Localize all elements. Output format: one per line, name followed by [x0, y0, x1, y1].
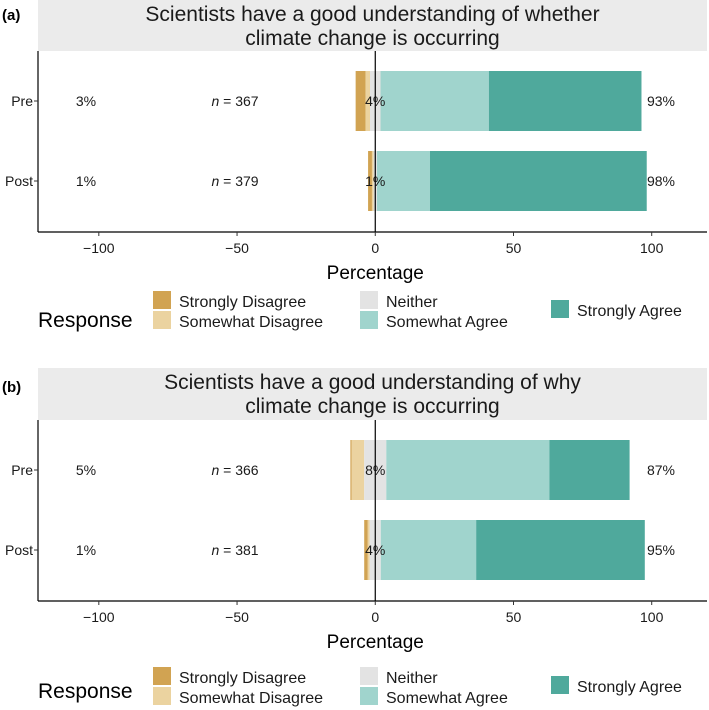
x-tick-label: −100: [83, 609, 115, 625]
legend: Response Strongly Disagree Somewhat Disagr…: [38, 667, 682, 707]
x-tick-label: −50: [225, 240, 249, 256]
n-label: n = 379: [211, 173, 258, 189]
bar-strongly-agree: [476, 520, 645, 580]
legend-swatch: [153, 667, 171, 685]
bar-somewhat-disagree: [365, 71, 371, 131]
title-strip: [38, 368, 707, 420]
bar-strongly-disagree: [364, 520, 368, 580]
chart-title-line-2: climate change is occurring: [245, 395, 499, 418]
y-tick-label: Post: [5, 173, 33, 189]
n-label: n = 366: [211, 462, 258, 478]
x-tick-label: 100: [640, 609, 664, 625]
bar-strongly-disagree: [355, 71, 366, 131]
chart-title-line-2: climate change is occurring: [245, 27, 499, 50]
x-axis-title: Percentage: [327, 632, 424, 653]
legend-swatch: [360, 667, 378, 685]
legend-swatch: [360, 311, 378, 329]
bar-strongly-agree: [549, 440, 630, 500]
bar-strongly-disagree: [368, 151, 372, 211]
x-tick-label: 0: [371, 240, 379, 256]
legend-label: Neither: [386, 670, 438, 687]
y-tick-label: Pre: [11, 462, 33, 478]
panel-label: (b): [2, 379, 21, 396]
legend-label: Strongly Disagree: [179, 670, 306, 687]
bar-somewhat-disagree: [367, 520, 370, 580]
title-strip: [38, 0, 707, 51]
right-percent-label: 93%: [647, 93, 675, 109]
bar-somewhat-agree: [376, 151, 431, 211]
panel-label: (a): [2, 7, 20, 24]
chart-title-line-1: Scientists have a good understanding of …: [145, 3, 599, 26]
legend-swatch: [551, 676, 569, 694]
legend-title: Response: [38, 309, 133, 332]
n-label: n = 381: [211, 542, 258, 558]
legend-label: Somewhat Disagree: [179, 690, 323, 707]
left-percent-label: 5%: [76, 462, 96, 478]
panel-a: Scientists have a good understanding of …: [2, 0, 707, 332]
legend-label: Somewhat Agree: [386, 314, 508, 331]
legend-swatch: [551, 300, 569, 318]
chart-title-line-1: Scientists have a good understanding of …: [164, 371, 581, 394]
legend-swatch: [360, 687, 378, 705]
x-tick-label: 0: [371, 609, 379, 625]
n-label: n = 367: [211, 93, 258, 109]
legend-label: Strongly Agree: [577, 303, 682, 320]
x-axis-title: Percentage: [327, 263, 424, 284]
bar-strongly-agree: [488, 71, 642, 131]
legend-label: Somewhat Agree: [386, 690, 508, 707]
y-tick-label: Post: [5, 542, 33, 558]
legend-swatch: [153, 687, 171, 705]
legend-label: Strongly Disagree: [179, 294, 306, 311]
right-percent-label: 87%: [647, 462, 675, 478]
x-tick-label: 100: [640, 240, 664, 256]
bar-somewhat-agree: [380, 71, 489, 131]
left-percent-label: 3%: [76, 93, 96, 109]
right-percent-label: 98%: [647, 173, 675, 189]
legend-label: Somewhat Disagree: [179, 314, 323, 331]
bar-strongly-disagree: [350, 440, 352, 500]
x-tick-label: −100: [83, 240, 115, 256]
y-tick-label: Pre: [11, 93, 33, 109]
right-percent-label: 95%: [647, 542, 675, 558]
bar-somewhat-disagree: [371, 151, 374, 211]
legend-swatch: [153, 291, 171, 309]
x-tick-label: 50: [506, 240, 522, 256]
bar-somewhat-disagree: [351, 440, 365, 500]
legend-title: Response: [38, 680, 133, 703]
bar-somewhat-agree: [380, 520, 477, 580]
left-percent-label: 1%: [76, 173, 96, 189]
x-tick-label: −50: [225, 609, 249, 625]
bar-somewhat-agree: [386, 440, 550, 500]
legend-label: Strongly Agree: [577, 679, 682, 696]
x-tick-label: 50: [506, 609, 522, 625]
legend-swatch: [360, 291, 378, 309]
left-percent-label: 1%: [76, 542, 96, 558]
legend-swatch: [153, 311, 171, 329]
panel-b: Scientists have a good understanding of …: [2, 368, 707, 707]
legend: Response Strongly Disagree Somewhat Disagr…: [38, 291, 682, 332]
legend-label: Neither: [386, 294, 438, 311]
bar-strongly-agree: [430, 151, 647, 211]
